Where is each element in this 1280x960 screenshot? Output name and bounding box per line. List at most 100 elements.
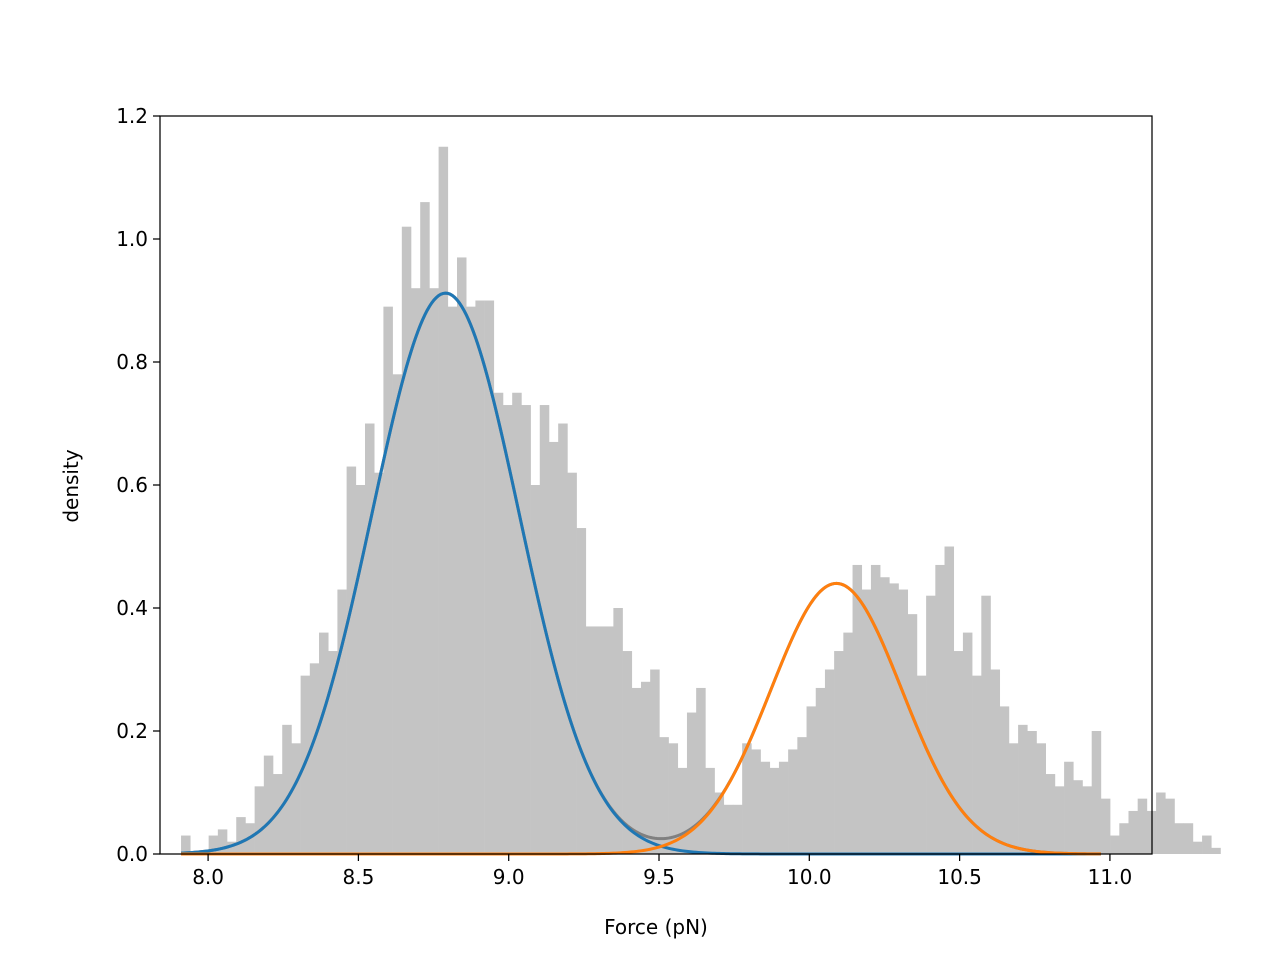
- histogram-bar: [760, 761, 771, 854]
- histogram-bar: [1018, 724, 1028, 854]
- histogram-bar: [898, 589, 909, 854]
- histogram-bar: [870, 564, 881, 854]
- histogram-bar: [484, 300, 495, 854]
- histogram-bar: [263, 755, 274, 854]
- histogram-bar: [916, 675, 927, 854]
- histogram-bar: [420, 202, 430, 855]
- histogram-bars: [181, 146, 1221, 855]
- histogram-bar: [355, 485, 366, 854]
- histogram-bar: [346, 466, 357, 854]
- histogram-bar: [907, 614, 918, 854]
- histogram-bar: [650, 669, 660, 854]
- y-tick-label: 0.0: [116, 842, 148, 866]
- histogram-bar: [254, 786, 265, 854]
- histogram-bar: [622, 651, 633, 854]
- histogram-bar: [852, 564, 863, 854]
- histogram-bar: [365, 423, 375, 854]
- histogram-bar: [686, 712, 697, 854]
- histogram-bar: [594, 626, 605, 854]
- x-axis-label: Force (pN): [604, 915, 708, 939]
- histogram-bar: [392, 374, 403, 854]
- histogram-bar: [337, 589, 347, 854]
- histogram-bar: [999, 706, 1010, 854]
- histogram-bar: [990, 669, 1001, 854]
- x-tick-label: 9.0: [493, 865, 525, 889]
- histogram-bar: [751, 749, 761, 854]
- histogram-bar: [466, 306, 476, 854]
- x-tick-label: 10.0: [787, 865, 832, 889]
- histogram-bar: [640, 681, 651, 854]
- histogram-bar: [227, 841, 237, 854]
- y-tick-label: 0.4: [116, 596, 148, 620]
- x-tick-label: 11.0: [1088, 865, 1133, 889]
- histogram-bar: [475, 300, 485, 854]
- histogram-bar: [742, 743, 752, 854]
- histogram-bar: [493, 392, 504, 854]
- histogram-bar: [1119, 823, 1129, 854]
- histogram-bar: [512, 392, 522, 854]
- histogram-bar: [374, 472, 384, 854]
- histogram-bar: [1091, 731, 1102, 854]
- histogram-bar: [714, 792, 725, 854]
- y-tick-label: 0.2: [116, 719, 148, 743]
- y-tick-label: 0.6: [116, 473, 148, 497]
- histogram-bar: [677, 767, 688, 854]
- histogram-bar: [880, 577, 890, 854]
- histogram-bar: [236, 817, 246, 854]
- histogram-bar: [815, 687, 826, 854]
- histogram-bar: [834, 651, 844, 854]
- histogram-bar: [1064, 761, 1074, 854]
- histogram-bar: [935, 564, 945, 854]
- histogram-bar: [1054, 786, 1065, 854]
- histogram-bar: [1073, 780, 1083, 854]
- y-axis-ticks: 0.0 0.2 0.4 0.6 0.8 1.0 1.2: [116, 104, 160, 866]
- histogram-bar: [769, 767, 780, 854]
- y-tick-label: 0.8: [116, 350, 148, 374]
- histogram-bar: [788, 749, 798, 854]
- histogram-bar: [613, 608, 623, 854]
- histogram-bar: [668, 743, 679, 854]
- histogram-bar: [631, 687, 642, 854]
- histogram-bar: [861, 589, 872, 854]
- y-tick-label: 1.0: [116, 227, 148, 251]
- histogram-bar: [981, 595, 991, 854]
- histogram-bar: [567, 472, 577, 854]
- histogram-bar: [319, 632, 329, 854]
- histogram-bar: [291, 743, 301, 854]
- histogram-bar: [447, 306, 458, 854]
- histogram-bar: [778, 761, 789, 854]
- histogram-bar: [217, 829, 228, 854]
- histogram-bar: [696, 687, 706, 854]
- histogram-bar: [411, 288, 421, 854]
- histogram-bar: [1202, 835, 1212, 854]
- x-tick-label: 10.5: [937, 865, 982, 889]
- histogram-bar: [889, 583, 899, 854]
- histogram-bar: [604, 626, 614, 854]
- histogram-bar: [548, 441, 559, 854]
- histogram-bar: [962, 632, 973, 854]
- histogram-bar: [558, 423, 568, 854]
- histogram-bar: [1137, 798, 1148, 854]
- histogram-bar: [1100, 798, 1111, 854]
- histogram-bar: [282, 724, 292, 854]
- histogram-bar: [843, 632, 853, 854]
- histogram-bar: [1192, 841, 1203, 854]
- histogram-bar: [585, 626, 596, 854]
- histogram-bar: [944, 546, 955, 854]
- histogram-bar: [328, 651, 338, 854]
- histogram-bar: [429, 288, 439, 854]
- histogram-bar: [732, 804, 743, 854]
- histogram-bar: [456, 257, 467, 854]
- histogram-bar: [1008, 743, 1019, 854]
- histogram-bar: [383, 306, 393, 854]
- histogram-bar: [1174, 823, 1184, 854]
- y-tick-label: 1.2: [116, 104, 148, 128]
- histogram-bar: [181, 835, 191, 854]
- histogram-bar: [1128, 810, 1138, 854]
- histogram-bar: [824, 669, 835, 854]
- histogram-bar: [1211, 847, 1221, 854]
- histogram-bar: [1110, 835, 1120, 854]
- histogram-bar: [1156, 792, 1166, 854]
- x-tick-label: 8.5: [342, 865, 374, 889]
